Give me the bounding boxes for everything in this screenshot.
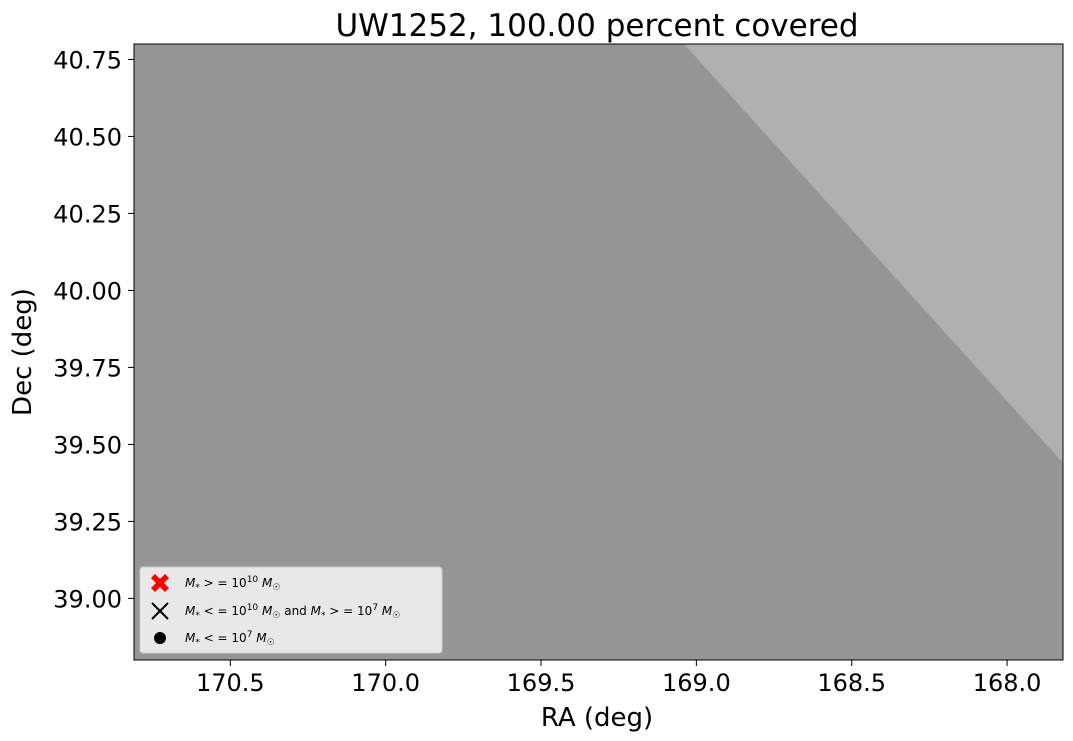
plot-frame [133, 43, 1064, 661]
y-tick-label: 40.50 [53, 123, 122, 151]
y-tick-label: 39.25 [53, 508, 122, 536]
legend-box [139, 566, 443, 654]
legend: M* > = 1010 M☉ M* < = 1010 M☉ and M* > =… [139, 566, 443, 654]
y-axis-ticks: 39.00 39.25 39.50 39.75 40.00 40.25 40.50 40.75 [53, 46, 134, 613]
legend-marker-x-filled [151, 574, 169, 592]
x-axis-ticks: 170.5 170.0 169.5 169.0 168.5 168.0 [196, 660, 1041, 697]
legend-label-high-mass: M* > = 1010 M☉ [185, 575, 280, 593]
x-tick-label: 169.5 [507, 669, 576, 697]
y-tick-label: 40.75 [53, 46, 122, 74]
y-tick-label: 40.00 [53, 277, 122, 305]
x-tick-label: 168.0 [973, 669, 1042, 697]
x-axis-label: RA (deg) [541, 703, 653, 733]
x-tick-label: 170.5 [196, 669, 265, 697]
legend-label-low-mass: M* < = 107 M☉ [185, 630, 275, 648]
legend-marker-circle [154, 632, 166, 644]
y-tick-label: 40.25 [53, 200, 122, 228]
x-tick-label: 168.5 [817, 669, 886, 697]
legend-marker-x [151, 602, 169, 620]
y-tick-label: 39.50 [53, 431, 122, 459]
legend-label-mid-mass: M* < = 1010 M☉ and M* > = 107 M☉ [185, 603, 400, 621]
coverage-region [134, 44, 1063, 660]
y-tick-label: 39.75 [53, 354, 122, 382]
y-axis-label: Dec (deg) [8, 288, 38, 416]
chart-title: UW1252, 100.00 percent covered [335, 8, 858, 44]
x-tick-label: 170.0 [351, 669, 420, 697]
y-tick-label: 39.00 [53, 585, 122, 613]
x-tick-label: 169.0 [662, 669, 731, 697]
